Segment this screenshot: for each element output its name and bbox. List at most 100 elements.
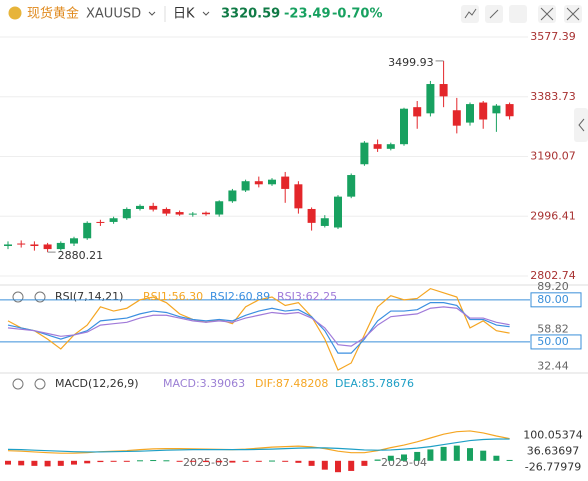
y-tick-label: 3577.39 — [530, 30, 576, 43]
legend-entry: RSI2:60.89 — [210, 290, 270, 303]
candle-body — [505, 104, 514, 117]
x-tick-label: 2025-03 — [183, 456, 229, 469]
y-tick-label: 100.05374 — [523, 428, 583, 441]
candle-body — [70, 238, 78, 244]
legend-entry: DIF:87.48208 — [255, 377, 328, 390]
candle-body — [307, 208, 316, 223]
legend-entry: MACD:3.39063 — [163, 377, 245, 390]
tool-button[interactable] — [509, 5, 527, 23]
candle-body — [96, 221, 105, 223]
histogram-bar — [110, 460, 117, 462]
change-pct: -0.70% — [332, 7, 383, 22]
symbol-name[interactable]: 现货黄金 — [27, 6, 79, 22]
histogram-bar — [480, 450, 487, 461]
candle-body — [109, 218, 118, 222]
indicator-line — [7, 302, 510, 354]
histogram-bar — [176, 460, 183, 462]
histogram-bar — [414, 451, 421, 461]
candle-body — [136, 205, 144, 209]
eye-icon[interactable] — [12, 291, 24, 303]
y-tick-label: 80.00 — [537, 293, 569, 306]
candle-body — [452, 110, 461, 126]
histogram-bar — [137, 460, 143, 462]
tool-icon — [464, 7, 580, 21]
candle-body — [30, 244, 39, 247]
candle-body — [413, 107, 422, 117]
change: -23.49 — [284, 7, 331, 22]
histogram-bar — [97, 460, 104, 463]
min-label: 2880.21 — [58, 249, 104, 262]
y-tick-label: 3190.07 — [530, 150, 576, 163]
histogram-bar — [163, 460, 170, 462]
candle-body — [294, 184, 303, 209]
histogram-bar — [387, 455, 394, 461]
candle-body — [386, 144, 395, 149]
settings-icon[interactable] — [34, 378, 46, 390]
candle-body — [400, 108, 408, 145]
candle-body — [268, 179, 276, 185]
max-label: 3499.93 — [388, 56, 434, 69]
indicator-line — [7, 438, 510, 453]
indicator-label: MACD(12,26,9) — [55, 377, 139, 390]
histogram-bar — [335, 460, 341, 473]
candle-body — [439, 84, 448, 97]
level-label-box — [530, 334, 582, 350]
eye-icon[interactable] — [12, 378, 24, 390]
legend-entry: DEA:85.78676 — [335, 377, 414, 390]
candle-body — [426, 84, 435, 114]
interval[interactable]: 日K — [173, 7, 195, 22]
candle-body — [320, 218, 329, 226]
histogram-bar — [506, 459, 513, 461]
y-tick-label: 3383.73 — [530, 90, 576, 103]
candle-body — [215, 201, 224, 215]
histogram-bar — [269, 460, 275, 462]
candle-body — [360, 142, 369, 165]
candle-body — [17, 243, 26, 245]
symbol[interactable]: XAUUSD — [86, 7, 141, 22]
candle-body — [228, 190, 237, 202]
histogram-bar — [308, 460, 315, 466]
tool-button[interactable] — [461, 5, 479, 23]
histogram-bar — [401, 454, 407, 461]
histogram-bar — [57, 460, 64, 466]
histogram-bar — [84, 460, 91, 464]
candle-body — [149, 205, 158, 210]
candle-body — [188, 213, 197, 215]
price: 3320.59 — [221, 7, 280, 22]
candle-body — [175, 212, 184, 215]
candle-body — [373, 144, 382, 149]
y-tick-label: 50.00 — [537, 335, 569, 348]
histogram-bar — [374, 459, 381, 461]
y-tick-label: 2996.41 — [530, 209, 576, 222]
candle-body — [122, 208, 131, 219]
candle-body — [347, 175, 356, 197]
histogram-bar — [31, 460, 38, 466]
histogram-bar — [150, 460, 157, 462]
histogram-bar — [71, 460, 77, 465]
histogram-bar — [255, 460, 262, 462]
histogram-bar — [216, 460, 223, 463]
settings-icon[interactable] — [34, 291, 46, 303]
y-tick-label: 32.44 — [537, 360, 569, 373]
candle-body — [43, 244, 52, 250]
candle-body — [4, 244, 12, 247]
candle-body — [281, 176, 290, 189]
histogram-bar — [5, 460, 11, 465]
collapse-button[interactable] — [574, 108, 588, 142]
candle-body — [202, 212, 210, 215]
dropdown-arrow — [148, 11, 156, 16]
candle-body — [83, 222, 92, 239]
histogram-bar — [361, 460, 368, 466]
candle-body — [162, 208, 171, 214]
candle-body — [479, 102, 488, 120]
indicator-label: RSI(7,14,21) — [55, 290, 123, 303]
histogram-bar — [493, 455, 500, 461]
histogram-bar — [123, 460, 130, 462]
histogram-bar — [467, 448, 473, 461]
legend-entry: RSI3:62.25 — [277, 290, 337, 303]
histogram-bar — [427, 449, 434, 461]
candle-body — [241, 181, 250, 191]
candle-body — [466, 104, 474, 123]
gold-icon — [8, 6, 22, 20]
